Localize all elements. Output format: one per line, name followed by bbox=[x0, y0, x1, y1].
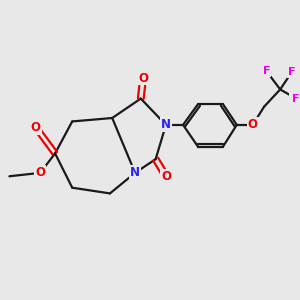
Text: O: O bbox=[31, 121, 41, 134]
Text: F: F bbox=[288, 67, 296, 77]
Text: F: F bbox=[292, 94, 300, 103]
Text: O: O bbox=[35, 167, 45, 179]
Text: O: O bbox=[161, 170, 171, 183]
Text: N: N bbox=[130, 167, 140, 179]
Text: F: F bbox=[263, 66, 270, 76]
Text: N: N bbox=[161, 118, 171, 131]
Text: O: O bbox=[138, 71, 148, 85]
Text: O: O bbox=[248, 118, 258, 131]
